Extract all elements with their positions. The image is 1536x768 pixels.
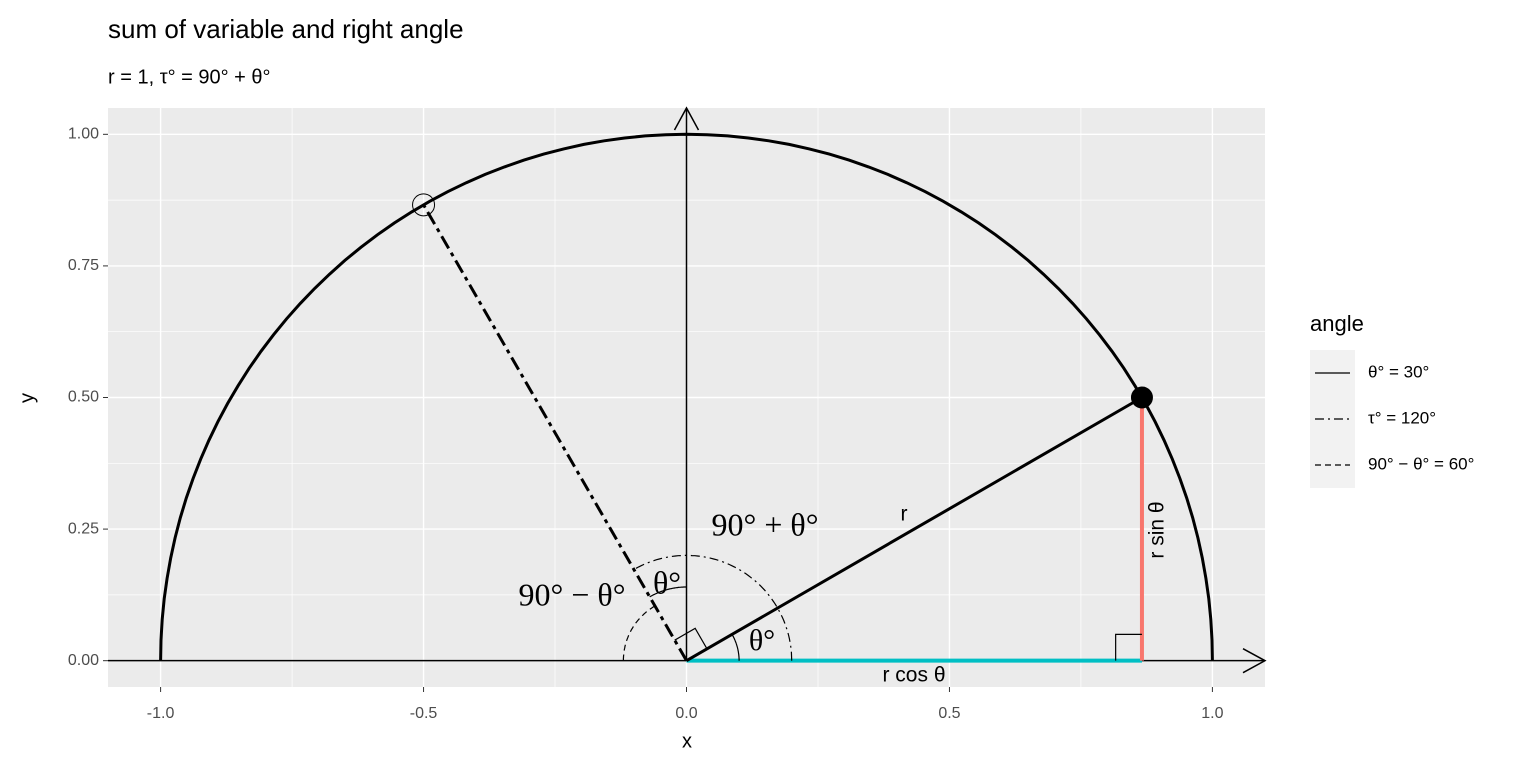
- theta-ray: [685, 396, 1143, 662]
- x-tick-label: 0.0: [675, 705, 697, 722]
- tau-ray: [422, 204, 688, 662]
- y-arrow: [673, 106, 700, 131]
- legend-title: angle: [1310, 311, 1364, 336]
- annotation: 90° + θ°: [712, 506, 819, 542]
- y-tick-label: 1.00: [68, 126, 99, 143]
- chart-subtitle: r = 1, τ° = 90° + θ°: [108, 66, 271, 88]
- x-tick-label: -1.0: [147, 705, 175, 722]
- right-angle: [1115, 633, 1142, 661]
- x-tick-label: -0.5: [410, 705, 438, 722]
- y-axis-label: y: [16, 393, 38, 403]
- y-tick-label: 0.00: [68, 652, 99, 669]
- theta-point: [1130, 386, 1153, 409]
- annotation: r: [901, 503, 908, 526]
- right-angle: [674, 627, 708, 650]
- annotation: r cos θ: [882, 664, 945, 687]
- y-tick-label: 0.75: [68, 257, 99, 274]
- annotation: θ°: [653, 564, 681, 600]
- legend-label: 90° − θ° = 60°: [1368, 454, 1474, 473]
- legend-label: θ° = 30°: [1368, 362, 1429, 381]
- annotation: r sin θ: [1146, 501, 1169, 558]
- x-tick-label: 0.5: [938, 705, 960, 722]
- y-tick-label: 0.25: [68, 520, 99, 537]
- x-axis-label: x: [682, 730, 692, 752]
- annotation: θ°: [749, 624, 775, 657]
- complement-arc: [622, 605, 656, 661]
- annotation: 90° − θ°: [519, 576, 626, 612]
- tau-point: [412, 193, 436, 217]
- theta-arc: [731, 634, 740, 661]
- x-tick-label: 1.0: [1201, 705, 1223, 722]
- theta-arc-top: [649, 586, 687, 598]
- x-arrow: [1242, 648, 1267, 674]
- y-tick-label: 0.50: [68, 389, 99, 406]
- legend-label: τ° = 120°: [1368, 408, 1436, 427]
- chart-title: sum of variable and right angle: [108, 14, 464, 44]
